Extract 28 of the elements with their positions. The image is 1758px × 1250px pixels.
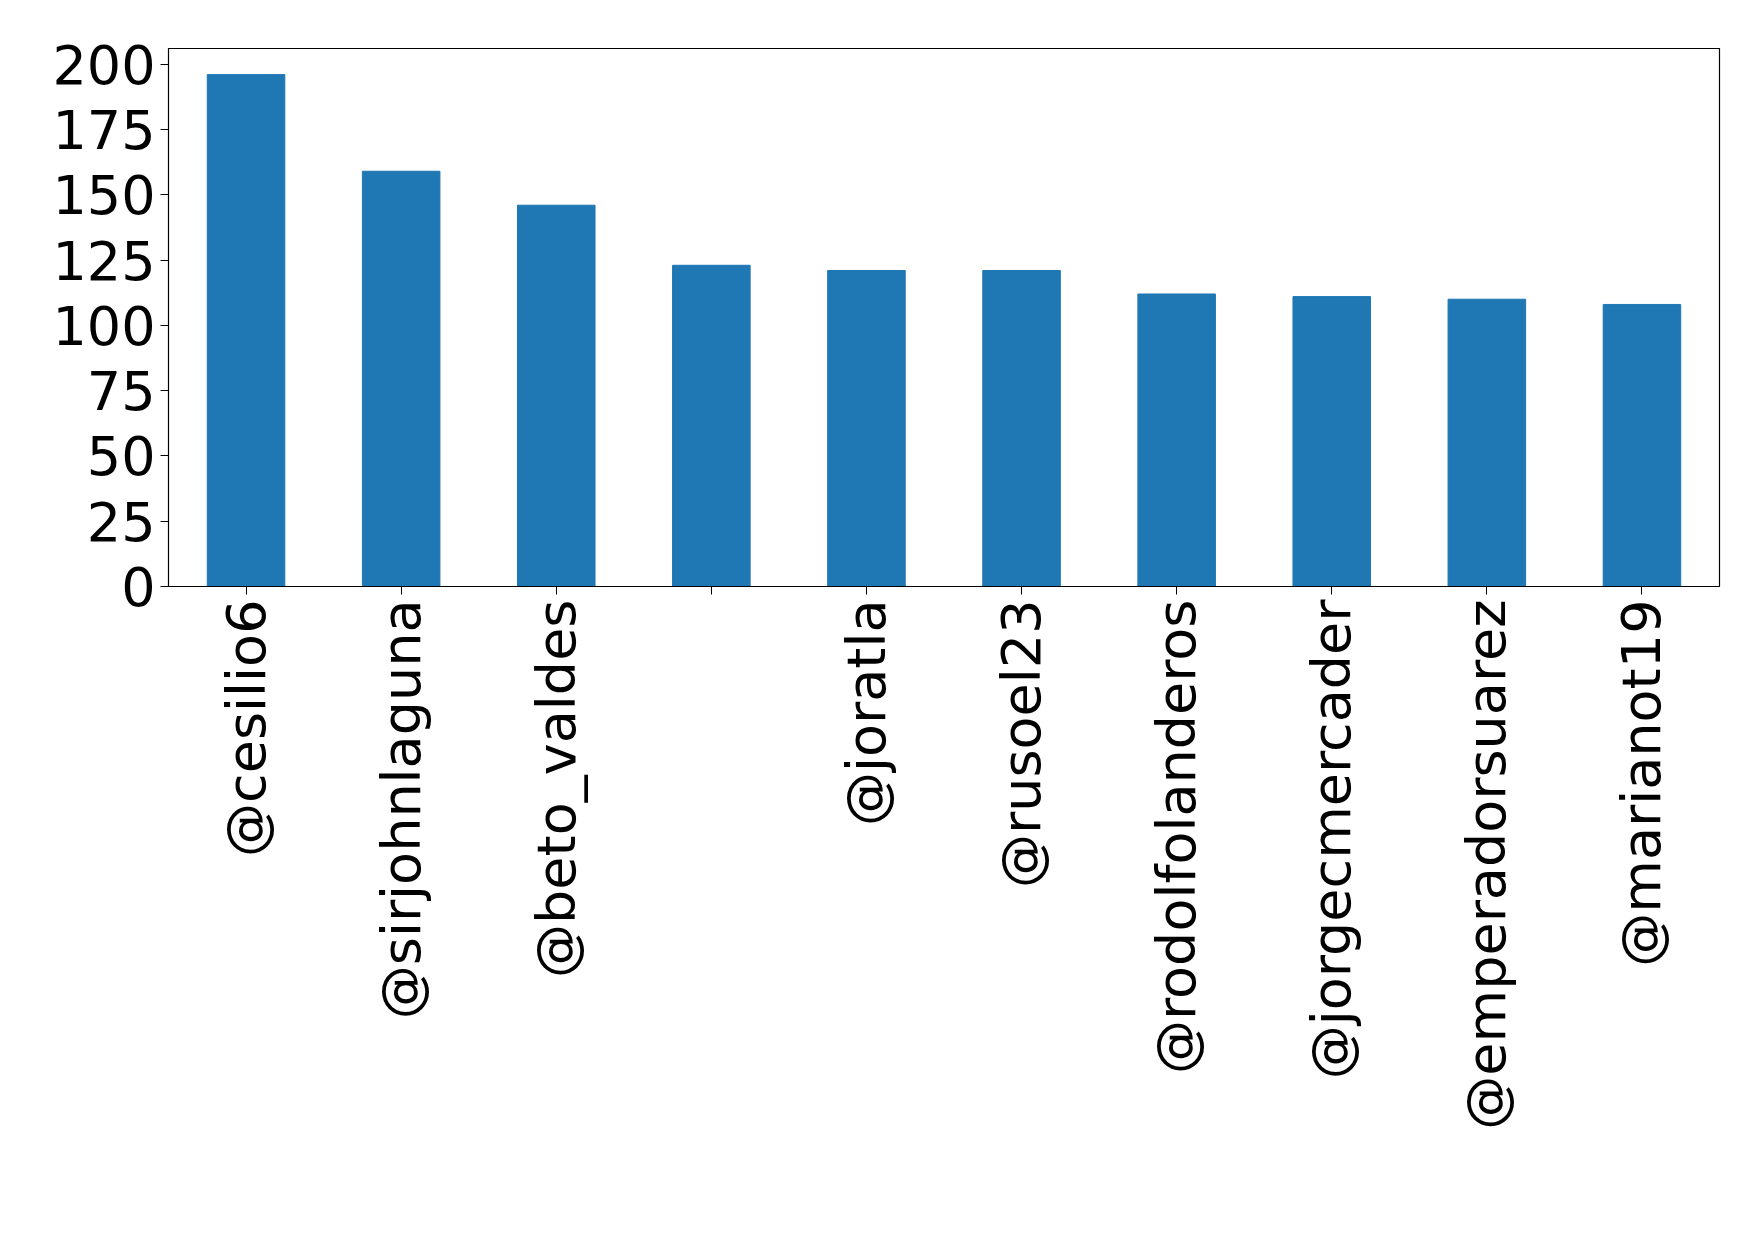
bar bbox=[982, 269, 1061, 587]
y-tick-label: 175 bbox=[52, 98, 156, 162]
bar bbox=[1447, 298, 1527, 587]
y-tick-label: 25 bbox=[86, 490, 156, 554]
y-tick-label: 125 bbox=[52, 229, 156, 293]
x-tick-label: @rusoel23 bbox=[990, 599, 1054, 889]
bar bbox=[361, 170, 441, 587]
bar bbox=[516, 204, 596, 587]
bar bbox=[1137, 293, 1216, 587]
x-tick-label: @jorgecmercader bbox=[1300, 598, 1364, 1080]
x-tick-label: @cesilio6 bbox=[214, 599, 278, 857]
bar bbox=[1292, 296, 1372, 587]
x-tick-label: @rodolfolanderos bbox=[1145, 599, 1209, 1074]
y-tick-label: 150 bbox=[52, 164, 156, 228]
bar bbox=[827, 269, 906, 587]
y-tick-label: 100 bbox=[52, 294, 156, 358]
bar bbox=[206, 74, 286, 587]
x-tick-label: @joratla bbox=[834, 599, 898, 827]
x-tick-label: @emperadorsuarez bbox=[1455, 599, 1519, 1130]
bar bbox=[1602, 303, 1682, 587]
bar bbox=[672, 264, 751, 587]
x-tick-label: @beto_valdes bbox=[524, 599, 588, 978]
x-tick-label: @marianot19 bbox=[1610, 599, 1674, 967]
y-tick-label: 0 bbox=[121, 556, 156, 619]
y-tick-label: 200 bbox=[52, 33, 156, 97]
x-tick-label: @sirjohnlaguna bbox=[369, 599, 433, 1020]
y-tick-label: 50 bbox=[86, 425, 156, 489]
y-tick-label: 75 bbox=[86, 360, 156, 424]
